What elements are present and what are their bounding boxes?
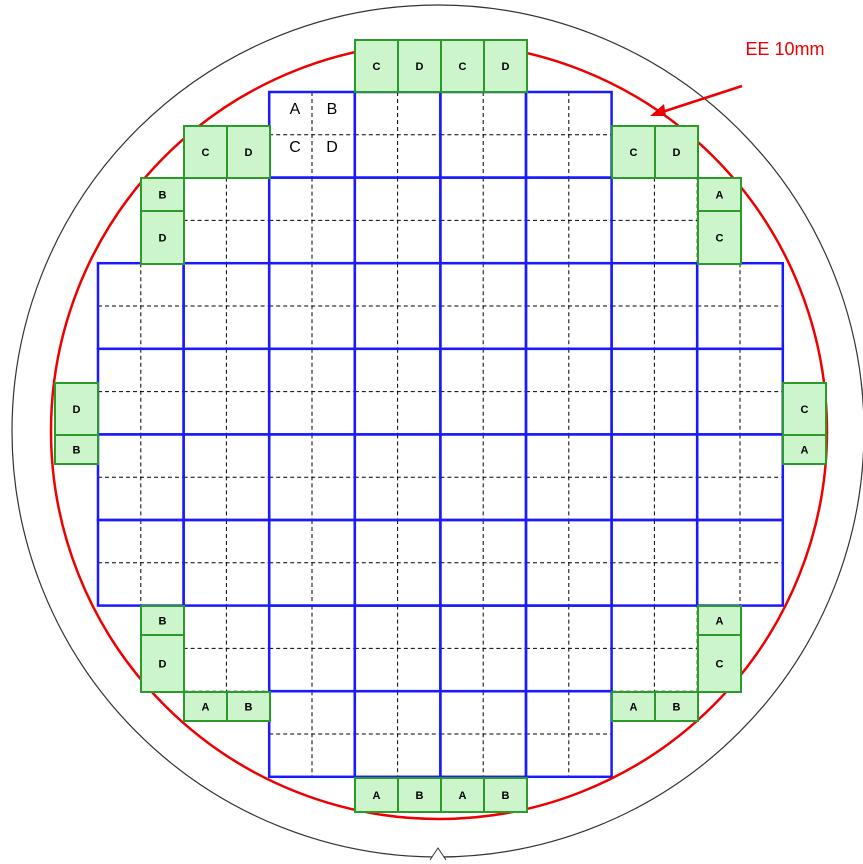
arrow-head bbox=[650, 104, 666, 116]
edge-cell bbox=[183, 125, 228, 179]
legend-letter: A bbox=[290, 101, 301, 118]
edge-cell-label: D bbox=[673, 147, 681, 159]
edge-cell bbox=[654, 125, 699, 179]
edge-cell bbox=[183, 691, 228, 722]
edge-cell-label: D bbox=[159, 658, 167, 670]
edge-cell bbox=[54, 434, 99, 465]
edge-cell bbox=[654, 691, 699, 722]
wafer-outline bbox=[11, 4, 863, 858]
edge-cell-label: C bbox=[801, 404, 809, 416]
annotation-arrow bbox=[655, 84, 743, 116]
edge-cell bbox=[697, 177, 742, 212]
edge-cell-label: C bbox=[716, 658, 724, 670]
edge-cell bbox=[140, 177, 185, 212]
legend-letter: C bbox=[289, 139, 301, 156]
edge-cell-label: D bbox=[245, 147, 253, 159]
edge-cell-label: C bbox=[459, 61, 467, 73]
edge-cell-label: D bbox=[73, 404, 81, 416]
edge-cell-label: B bbox=[159, 615, 167, 627]
edge-cell bbox=[782, 434, 827, 465]
edge-cell-label: A bbox=[373, 790, 381, 802]
edge-cell-label: A bbox=[801, 444, 809, 456]
edge-cell bbox=[440, 777, 485, 813]
edge-cell-label: C bbox=[630, 147, 638, 159]
edge-cell bbox=[140, 210, 185, 265]
edge-cell bbox=[354, 39, 399, 93]
edge-cells: C D C D C D B D C D A C D B C A B D A B A C A B A B A B bbox=[54, 39, 827, 813]
edge-cell bbox=[697, 210, 742, 265]
edge-cell bbox=[140, 634, 185, 693]
wafer-notch bbox=[429, 847, 447, 861]
edge-cell-label: B bbox=[416, 790, 424, 802]
edge-cell bbox=[483, 39, 528, 93]
edge-cell-label: A bbox=[630, 701, 638, 713]
edge-cell-label: B bbox=[502, 790, 510, 802]
edge-cell-label: B bbox=[73, 444, 81, 456]
edge-cell-label: A bbox=[459, 790, 467, 802]
edge-cell-label: D bbox=[159, 232, 167, 244]
edge-cell-label: B bbox=[673, 701, 681, 713]
edge-cell-label: A bbox=[716, 189, 724, 201]
edge-cell-label: A bbox=[716, 615, 724, 627]
legend-letter: D bbox=[326, 139, 338, 156]
edge-cell-label: D bbox=[416, 61, 424, 73]
edge-cell-label: B bbox=[245, 701, 253, 713]
edge-cell bbox=[611, 125, 656, 179]
edge-exclusion-circle bbox=[49, 41, 829, 821]
die bbox=[524, 689, 613, 779]
edge-cell bbox=[354, 777, 399, 813]
edge-cell-label: B bbox=[159, 189, 167, 201]
edge-cell-label: D bbox=[502, 61, 510, 73]
edge-cell bbox=[483, 777, 528, 813]
annotation: EE 10mm bbox=[745, 39, 824, 59]
edge-cell-label: C bbox=[202, 147, 210, 159]
edge-cell-label: C bbox=[373, 61, 381, 73]
edge-cell-label: C bbox=[716, 232, 724, 244]
edge-cell-label: A bbox=[202, 701, 210, 713]
edge-cell bbox=[226, 691, 271, 722]
edge-cell bbox=[54, 382, 99, 436]
edge-cell bbox=[397, 39, 442, 93]
die-grid bbox=[96, 90, 785, 779]
edge-cell bbox=[226, 125, 271, 179]
edge-cell bbox=[397, 777, 442, 813]
edge-cell bbox=[782, 382, 827, 436]
legend-letter: B bbox=[327, 101, 338, 118]
edge-cell bbox=[697, 634, 742, 693]
